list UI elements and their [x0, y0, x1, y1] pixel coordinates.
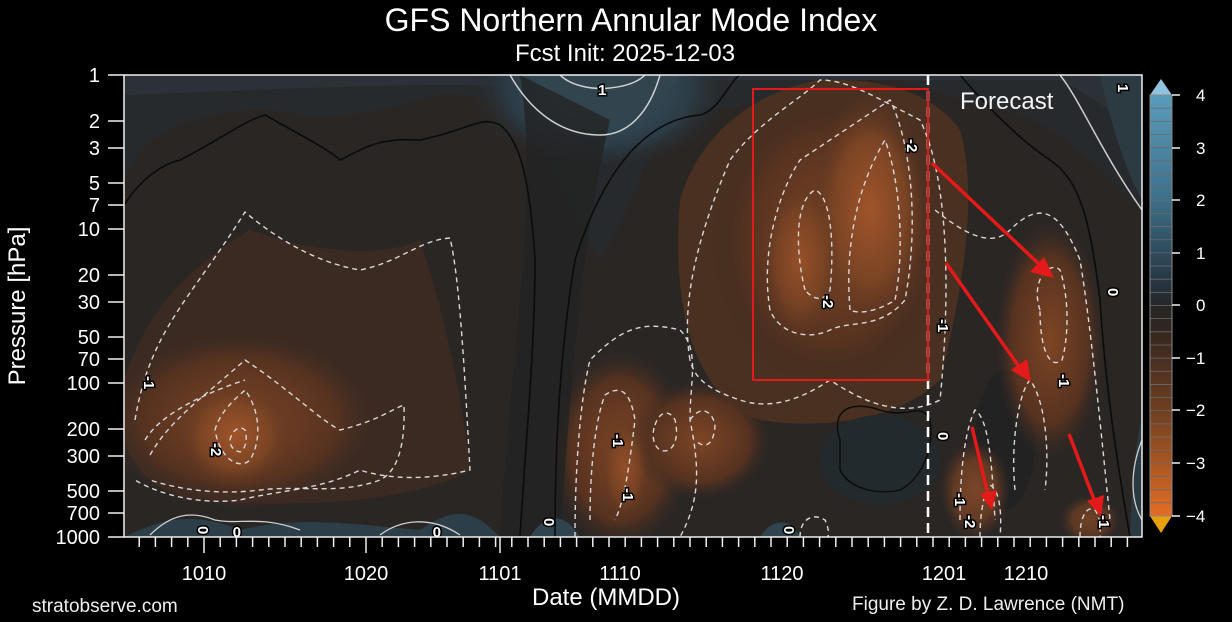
- svg-text:20: 20: [78, 265, 100, 287]
- svg-text:1110: 1110: [599, 563, 641, 585]
- colorbar-under-arrow: [1150, 516, 1172, 533]
- contour-label: 0: [1104, 288, 1121, 296]
- contour-label: 0: [540, 518, 557, 526]
- contour-label: -2: [207, 443, 224, 456]
- svg-text:1210: 1210: [1004, 563, 1049, 585]
- svg-text:1: 1: [89, 65, 100, 87]
- contour-label: -1: [1095, 515, 1112, 528]
- colorbar: 4 3 2 1 0 −1 −2 −3 −4: [1149, 79, 1205, 533]
- x-axis-ticks: [138, 537, 1129, 553]
- x-axis-tick-labels: 1010 1020 1101 1110 1120 1201 1210: [182, 563, 1049, 585]
- svg-text:4: 4: [1196, 86, 1205, 105]
- svg-text:70: 70: [78, 349, 100, 371]
- x-axis-label: Date (MMDD): [532, 584, 680, 611]
- svg-text:30: 30: [78, 292, 100, 314]
- svg-text:1120: 1120: [760, 563, 803, 585]
- contour-label: 0: [233, 523, 241, 540]
- contour-label: 1: [598, 82, 606, 99]
- svg-text:300: 300: [67, 446, 100, 468]
- svg-text:2: 2: [89, 111, 100, 133]
- y-axis-tick-labels: 1 2 3 5 7 10 20 30 50 70 100 200 300 500…: [56, 65, 101, 549]
- svg-text:0: 0: [1196, 296, 1205, 315]
- forecast-label: Forecast: [960, 88, 1054, 115]
- highlight-box: [752, 88, 929, 381]
- contour-label: -1: [934, 319, 951, 332]
- svg-text:100: 100: [67, 373, 100, 395]
- svg-text:200: 200: [67, 419, 100, 441]
- contour-label: -2: [961, 515, 978, 528]
- author-credit: Figure by Z. D. Lawrence (NMT): [852, 594, 1125, 615]
- contour-label: -1: [140, 376, 157, 389]
- svg-text:1010: 1010: [182, 563, 227, 585]
- svg-text:3: 3: [1196, 139, 1205, 158]
- contour-label: 0: [433, 523, 441, 540]
- plot-frame: [123, 74, 1143, 538]
- svg-text:10: 10: [78, 219, 100, 241]
- contour-label: -1: [609, 434, 626, 447]
- contour-label: 0: [934, 432, 951, 440]
- svg-text:−2: −2: [1186, 401, 1205, 420]
- contour-label: -1: [951, 493, 968, 506]
- svg-text:50: 50: [78, 327, 100, 349]
- svg-text:700: 700: [67, 503, 100, 525]
- contour-label: -1: [1055, 374, 1072, 387]
- heatmap-field: 1 1 -1 -2 -2 -2 -1 -1 0 0 -1 -1 -1 -2 -1…: [124, 75, 1142, 540]
- chart-title: GFS Northern Annular Mode Index: [384, 2, 878, 38]
- svg-text:1101: 1101: [478, 563, 521, 585]
- svg-text:−1: −1: [1186, 349, 1205, 368]
- contour-label: -2: [819, 295, 836, 308]
- y-axis-ticks: [108, 74, 124, 538]
- svg-text:−4: −4: [1186, 507, 1205, 526]
- chart-subtitle: Fcst Init: 2025-12-03: [514, 40, 736, 67]
- svg-text:1: 1: [1196, 244, 1205, 263]
- svg-text:1201: 1201: [922, 563, 967, 585]
- contour-label: 1: [1114, 84, 1131, 92]
- contour-label: -2: [903, 139, 920, 152]
- svg-text:7: 7: [89, 195, 100, 217]
- svg-text:500: 500: [67, 481, 100, 503]
- colorbar-over-arrow: [1150, 79, 1172, 95]
- svg-text:1020: 1020: [344, 563, 389, 585]
- colorbar-tick-labels: 4 3 2 1 0 −1 −2 −3 −4: [1186, 86, 1205, 526]
- svg-text:2: 2: [1196, 191, 1205, 210]
- svg-text:5: 5: [89, 173, 100, 195]
- contour-label: 0: [780, 526, 797, 534]
- contour-label: -1: [619, 488, 636, 501]
- svg-text:−3: −3: [1186, 454, 1205, 473]
- svg-text:3: 3: [89, 138, 100, 160]
- website-credit: stratobserve.com: [32, 596, 178, 617]
- svg-text:1000: 1000: [56, 527, 101, 549]
- annotation-arrows: [930, 161, 1104, 516]
- contour-label: 0: [194, 526, 211, 534]
